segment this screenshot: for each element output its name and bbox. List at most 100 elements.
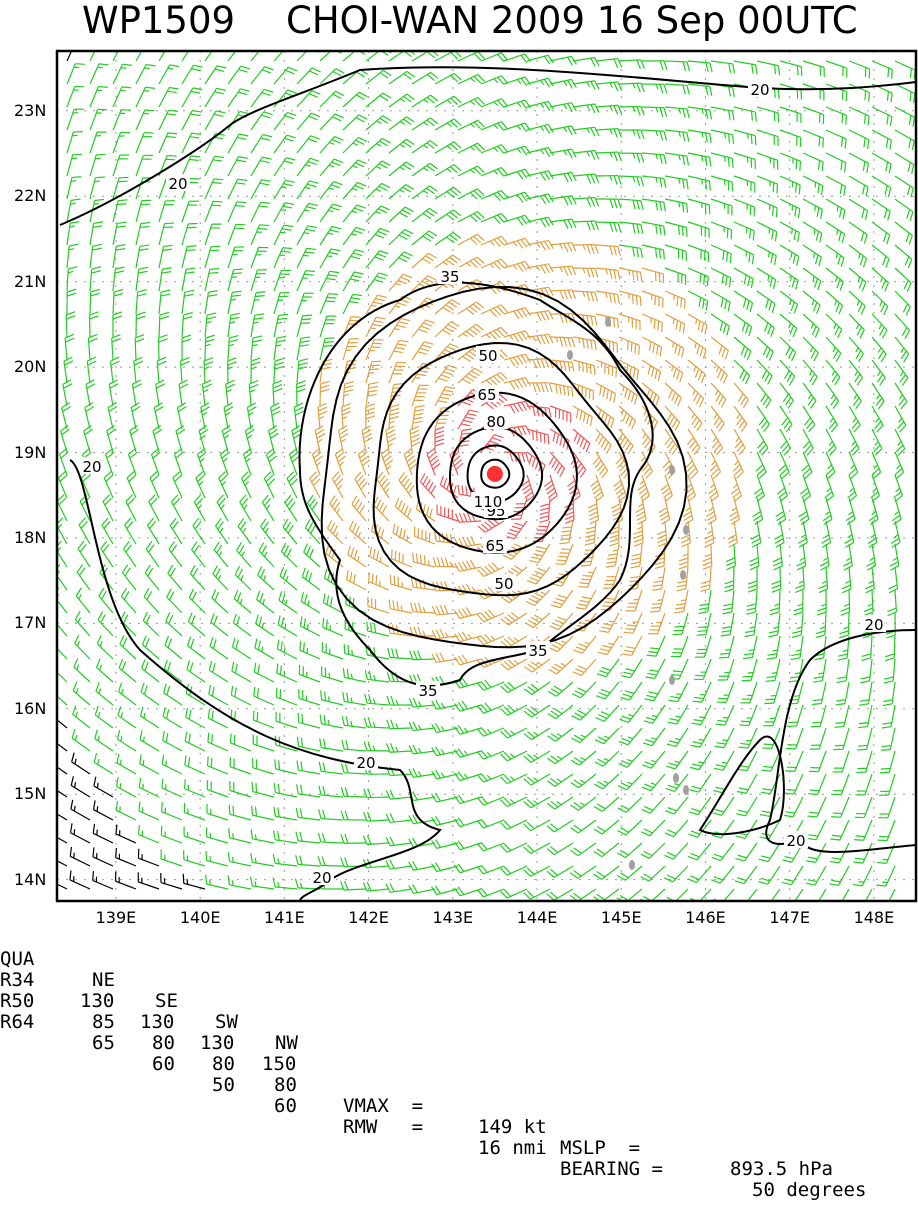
wind-barb (550, 219, 576, 229)
wind-barb (527, 55, 553, 64)
wind-barb (697, 613, 711, 635)
wind-barb (185, 756, 205, 774)
wind-barb (162, 802, 182, 820)
wind-barb (501, 866, 527, 875)
wind-barb (641, 843, 665, 858)
wind-barb (233, 638, 251, 659)
wind-barb (66, 312, 75, 337)
wind-barb (297, 761, 320, 774)
wind-barb (363, 835, 389, 844)
wind-barb (90, 132, 106, 153)
wind-barb (75, 611, 90, 636)
island (683, 525, 689, 535)
wind-barb (179, 380, 188, 406)
wind-barb (477, 888, 504, 897)
wind-barb (826, 61, 847, 78)
wind-barb (722, 590, 734, 614)
wind-barb (780, 245, 799, 266)
wind-barb (855, 774, 872, 795)
wind-barb (695, 636, 711, 657)
wind-barb (458, 324, 484, 337)
wind-barb (645, 659, 665, 679)
wind-barb (714, 751, 734, 770)
wind-barb (895, 337, 909, 362)
wind-barb (712, 820, 734, 838)
wind-barb (412, 95, 438, 107)
wind-barb (454, 701, 481, 711)
wind-barb (882, 705, 895, 728)
wind-barb (780, 406, 792, 432)
wind-barb (409, 768, 435, 777)
wind-barb (619, 291, 641, 306)
wind-barb (548, 682, 573, 696)
wind-barb (757, 153, 778, 170)
wind-barb (140, 731, 159, 751)
wind-barb (178, 403, 187, 429)
wind-barb (688, 429, 700, 455)
wind-barb (829, 889, 849, 908)
wind-barb (257, 591, 274, 613)
wind-barb (855, 797, 872, 818)
wind-barb (182, 201, 199, 222)
cell-sw: 50 (212, 1075, 235, 1096)
wind-barb (666, 751, 688, 769)
wind-barb (622, 636, 642, 655)
wind-barb (414, 527, 435, 544)
wind-barb (550, 290, 575, 299)
wind-barb (803, 406, 815, 432)
wind-barb (251, 877, 274, 889)
lat-label: 14N (14, 870, 54, 889)
wind-barb (825, 475, 834, 502)
wind-barb (389, 139, 414, 153)
wind-barb (758, 889, 780, 907)
wind-barb (672, 613, 688, 635)
wind-barb (895, 176, 913, 197)
wind-barb (238, 518, 251, 544)
wind-barb (665, 130, 689, 142)
wind-barb (895, 130, 914, 150)
wind-barb (228, 291, 242, 314)
wind-barb (826, 360, 840, 385)
island (629, 860, 635, 870)
wind-barb (88, 334, 97, 360)
wind-barb (826, 452, 835, 479)
wind-barb (67, 86, 84, 107)
wind-barb (274, 248, 292, 268)
wind-barb (182, 313, 193, 337)
contour-label: 20 (312, 869, 331, 887)
wind-radii-table: QUA NE SE SW NW R34 130 130 130 150 R50 … (0, 928, 918, 1014)
wind-barb (228, 202, 246, 222)
wind-barb (261, 519, 274, 544)
wind-barb (285, 495, 297, 521)
wind-barb (279, 591, 297, 613)
wind-barb (366, 183, 390, 199)
wind-barb (501, 659, 527, 670)
wind-barb (573, 636, 596, 653)
wind-barb (596, 245, 620, 256)
wind-barb (576, 590, 596, 609)
contour-label: 65 (477, 386, 496, 404)
wind-barb (254, 663, 274, 682)
wind-barb (370, 547, 389, 567)
wind-barb (780, 337, 796, 361)
wind-barb (688, 107, 712, 119)
wind-barb (596, 268, 620, 280)
wind-barb (711, 268, 731, 287)
wind-barb (458, 302, 484, 314)
wind-barb (341, 811, 366, 820)
wind-barb (895, 452, 904, 479)
lat-label: 21N (14, 272, 54, 291)
wind-barb (297, 68, 321, 84)
row-label: R64 (0, 1012, 34, 1033)
wind-barb (849, 383, 861, 409)
wind-barb (817, 590, 826, 615)
wind-barb (573, 174, 599, 183)
wind-barb (544, 475, 557, 502)
wind-barb (100, 565, 113, 590)
wind-barb (188, 637, 205, 659)
wind-barb (228, 89, 249, 107)
wind-barb (477, 842, 504, 851)
wind-barb (786, 728, 803, 749)
wind-barb (312, 448, 322, 475)
vmax-label: VMAX = (343, 1096, 423, 1117)
